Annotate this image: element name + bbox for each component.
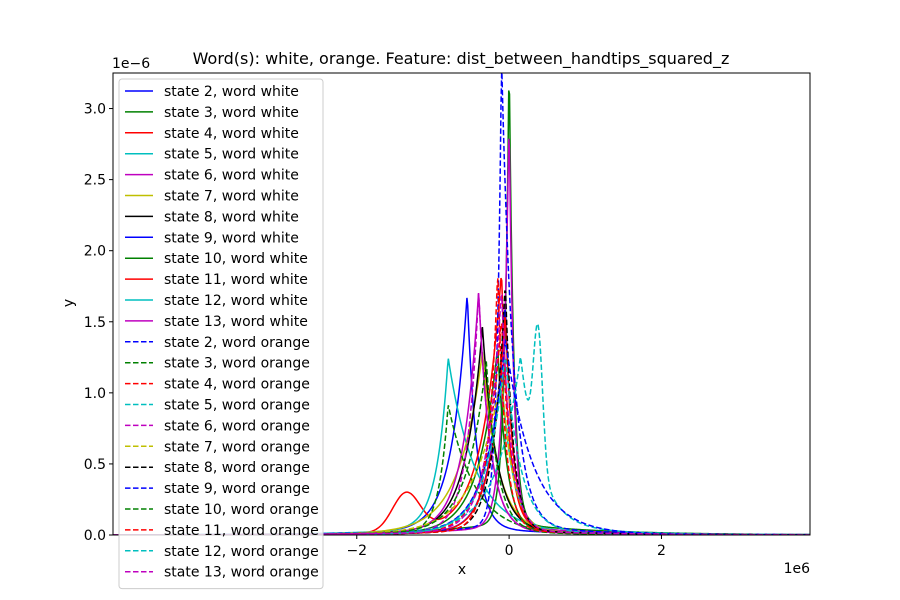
plot-frame: [112, 72, 811, 536]
legend-label: state 3, word orange: [164, 356, 310, 372]
axis-ticks: −2 0 2 0.0 0.5 1.0 1.5 2.0 2.5 3.0: [84, 102, 666, 559]
legend-label: state 2, word orange: [164, 335, 310, 351]
legend-label: state 9, word orange: [164, 481, 310, 497]
x-tick-label: 0: [505, 543, 514, 559]
legend-label: state 11, word white: [164, 272, 308, 288]
y-tick-label: 0.0: [84, 528, 106, 544]
legend-label: state 13, word white: [164, 314, 308, 330]
legend-label: state 5, word orange: [164, 398, 310, 414]
legend-label: state 4, word white: [164, 126, 299, 142]
legend-label: state 10, word white: [164, 251, 308, 267]
x-tick-label: −2: [346, 543, 367, 559]
legend-label: state 2, word white: [164, 84, 299, 100]
y-tick-label: 3.0: [84, 102, 106, 118]
chart-title: Word(s): white, orange. Feature: dist_be…: [193, 49, 730, 69]
legend-label: state 10, word orange: [164, 502, 319, 518]
legend-label: state 8, word orange: [164, 460, 310, 476]
y-axis-label: y: [61, 299, 77, 307]
legend-label: state 3, word white: [164, 105, 299, 121]
x-tick-label: 2: [657, 543, 666, 559]
legend-label: state 6, word white: [164, 168, 299, 184]
legend-label: state 4, word orange: [164, 377, 310, 393]
y-tick-label: 1.5: [84, 315, 106, 331]
legend-label: state 13, word orange: [164, 565, 319, 581]
y-axis-offset-label: 1e−6: [112, 56, 150, 72]
legend-label: state 11, word orange: [164, 523, 319, 539]
y-tick-label: 2.0: [84, 244, 106, 260]
y-tick-label: 0.5: [84, 457, 106, 473]
legend-label: state 12, word white: [164, 293, 308, 309]
legend-box: [118, 78, 324, 590]
legend-label: state 9, word white: [164, 230, 299, 246]
legend-label: state 12, word orange: [164, 544, 319, 560]
legend: state 2, word white state 3, word white st…: [118, 78, 324, 590]
y-tick-label: 1.0: [84, 386, 106, 402]
x-axis-offset-label: 1e6: [784, 561, 811, 577]
legend-label: state 7, word white: [164, 189, 299, 205]
legend-label: state 7, word orange: [164, 439, 310, 455]
legend-label: state 8, word white: [164, 209, 299, 225]
x-axis-label: x: [458, 562, 466, 578]
legend-label: state 6, word orange: [164, 418, 310, 434]
y-tick-label: 2.5: [84, 173, 106, 189]
legend-label: state 5, word white: [164, 147, 299, 163]
